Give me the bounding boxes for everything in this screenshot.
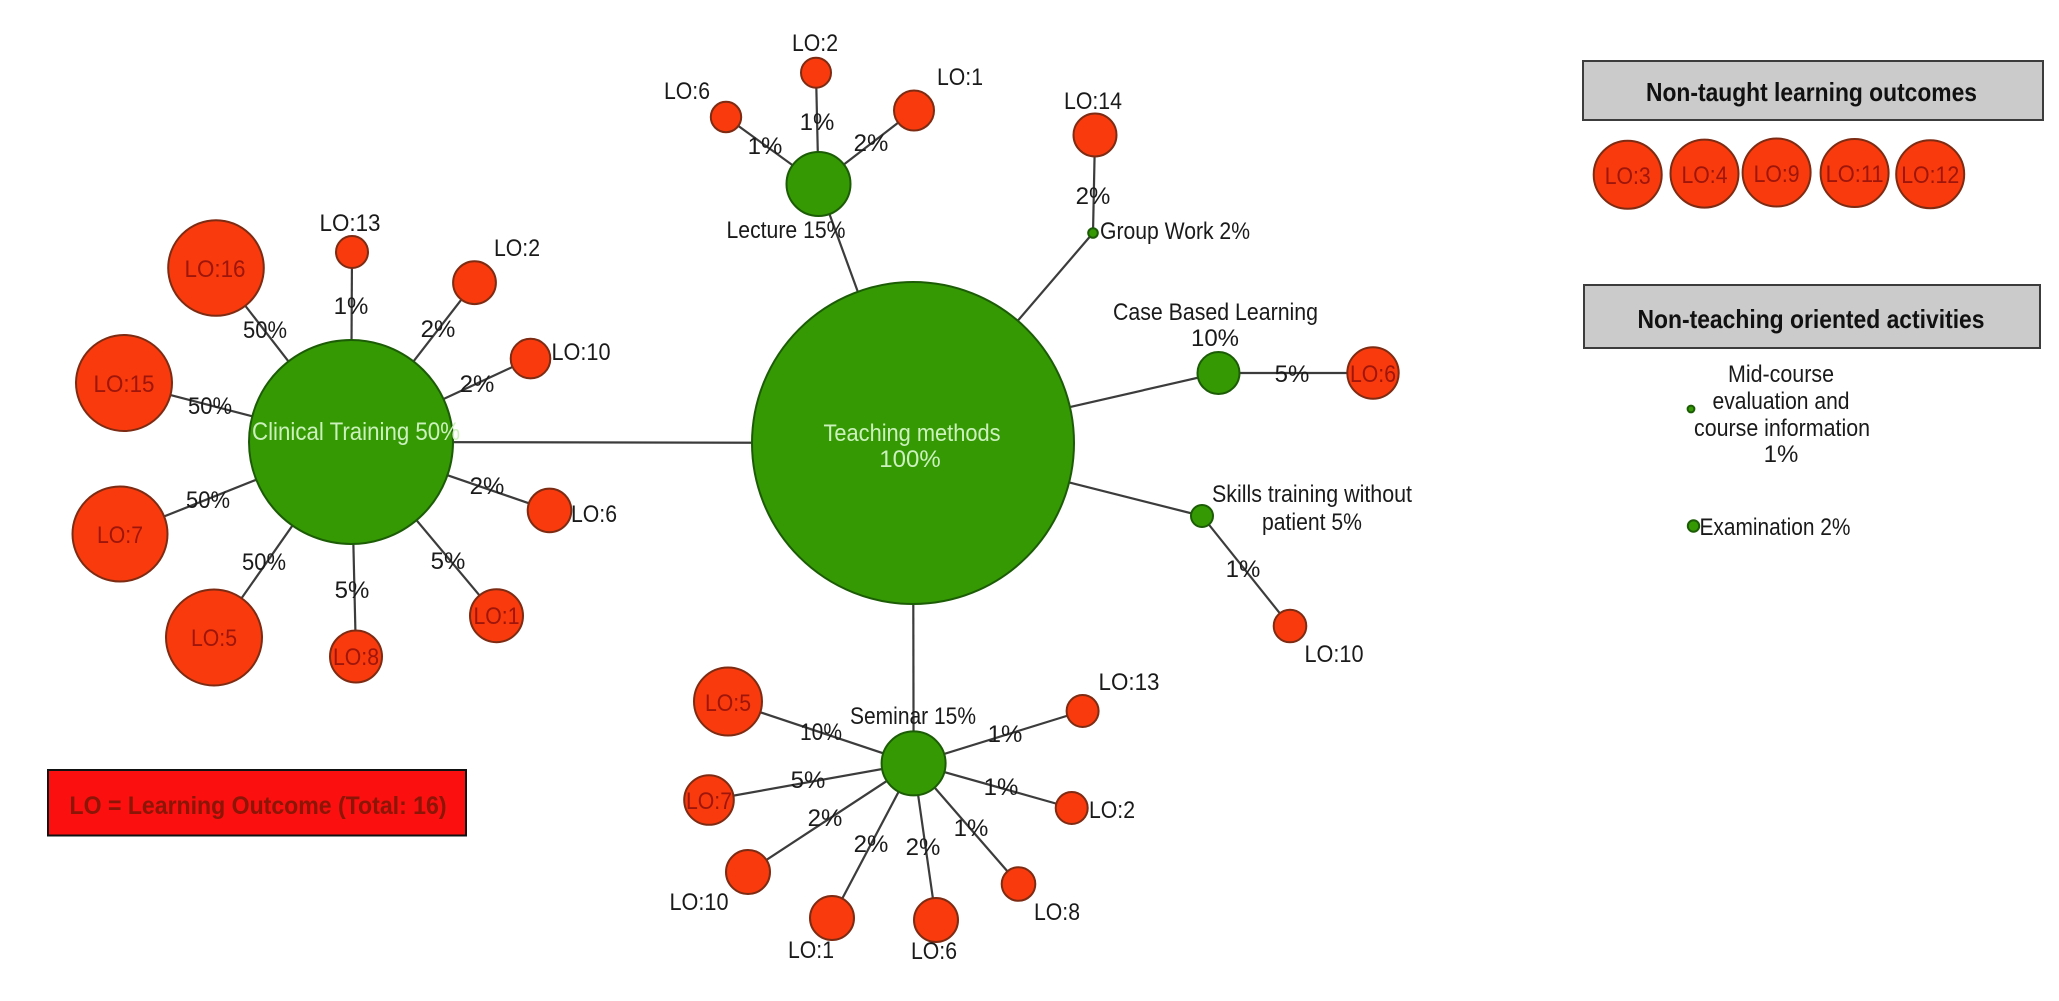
svg-text:LO:15: LO:15: [94, 371, 155, 398]
svg-text:LO:16: LO:16: [185, 256, 246, 283]
svg-text:2%: 2%: [421, 316, 456, 343]
svg-text:2%: 2%: [854, 831, 889, 858]
svg-text:2%: 2%: [470, 473, 505, 500]
svg-text:Lecture 15%: Lecture 15%: [727, 217, 846, 244]
svg-text:LO:11: LO:11: [1826, 161, 1884, 188]
svg-text:course information: course information: [1694, 415, 1870, 442]
svg-text:Case Based Learning: Case Based Learning: [1113, 299, 1318, 326]
svg-text:Mid-course: Mid-course: [1728, 361, 1834, 388]
svg-text:LO:13: LO:13: [1099, 669, 1160, 696]
svg-text:LO:5: LO:5: [705, 690, 751, 717]
svg-text:Non-taught learning outcomes: Non-taught learning outcomes: [1646, 77, 1977, 107]
svg-text:LO:3: LO:3: [1605, 163, 1651, 190]
svg-text:evaluation and: evaluation and: [1713, 388, 1850, 415]
svg-text:LO:10: LO:10: [670, 889, 729, 916]
svg-text:10%: 10%: [800, 719, 842, 746]
svg-text:LO:1: LO:1: [474, 603, 520, 630]
svg-text:50%: 50%: [186, 487, 230, 514]
svg-text:50%: 50%: [243, 317, 287, 344]
svg-text:LO:6: LO:6: [1350, 361, 1396, 388]
svg-text:5%: 5%: [431, 548, 466, 575]
svg-text:LO:7: LO:7: [97, 522, 143, 549]
svg-text:1%: 1%: [800, 109, 835, 136]
svg-text:LO:7: LO:7: [686, 788, 732, 815]
svg-text:5%: 5%: [335, 577, 370, 604]
svg-text:2%: 2%: [1076, 183, 1111, 210]
svg-text:1%: 1%: [1226, 556, 1261, 583]
svg-text:LO:6: LO:6: [911, 938, 957, 965]
svg-text:Examination 2%: Examination 2%: [1700, 514, 1851, 541]
svg-text:1%: 1%: [748, 133, 783, 160]
svg-text:Clinical Training 50%: Clinical Training 50%: [252, 418, 460, 446]
svg-text:LO:1: LO:1: [937, 64, 983, 91]
svg-text:Teaching methods: Teaching methods: [824, 420, 1001, 447]
svg-text:5%: 5%: [791, 767, 826, 794]
svg-text:LO:9: LO:9: [1754, 161, 1800, 188]
svg-text:LO:8: LO:8: [333, 644, 379, 671]
svg-text:Group Work 2%: Group Work 2%: [1100, 218, 1250, 245]
svg-text:Seminar 15%: Seminar 15%: [850, 703, 976, 730]
svg-text:LO:14: LO:14: [1064, 88, 1122, 115]
svg-text:LO:13: LO:13: [320, 210, 381, 237]
svg-text:LO:6: LO:6: [571, 501, 617, 528]
svg-text:1%: 1%: [988, 721, 1023, 748]
svg-text:LO:12: LO:12: [1901, 162, 1959, 189]
svg-text:1%: 1%: [1764, 441, 1799, 468]
svg-text:2%: 2%: [808, 805, 843, 832]
svg-text:LO:8: LO:8: [1034, 899, 1080, 926]
svg-text:Non-teaching oriented activiti: Non-teaching oriented activities: [1638, 304, 1985, 334]
svg-text:LO:2: LO:2: [494, 235, 540, 262]
svg-text:LO:5: LO:5: [191, 625, 237, 652]
svg-text:5%: 5%: [1275, 361, 1310, 388]
svg-text:50%: 50%: [188, 393, 232, 420]
svg-text:50%: 50%: [242, 549, 286, 576]
svg-text:1%: 1%: [334, 293, 369, 320]
svg-text:Skills training without: Skills training without: [1212, 481, 1412, 508]
svg-text:10%: 10%: [1191, 325, 1239, 352]
svg-text:LO:10: LO:10: [1305, 641, 1364, 668]
svg-text:100%: 100%: [879, 446, 940, 473]
svg-text:2%: 2%: [460, 371, 495, 398]
svg-text:LO:1: LO:1: [788, 937, 834, 964]
svg-text:LO:10: LO:10: [552, 339, 611, 366]
svg-text:LO:2: LO:2: [792, 30, 838, 57]
svg-text:1%: 1%: [954, 815, 989, 842]
svg-text:2%: 2%: [854, 130, 889, 157]
svg-text:LO:2: LO:2: [1089, 797, 1135, 824]
svg-text:LO = Learning Outcome (Total:: LO = Learning Outcome (Total: 16): [70, 792, 447, 820]
svg-text:LO:6: LO:6: [664, 78, 710, 105]
svg-text:1%: 1%: [984, 774, 1019, 801]
svg-text:LO:4: LO:4: [1682, 162, 1728, 189]
svg-text:2%: 2%: [906, 834, 941, 861]
svg-text:patient 5%: patient 5%: [1262, 509, 1362, 536]
